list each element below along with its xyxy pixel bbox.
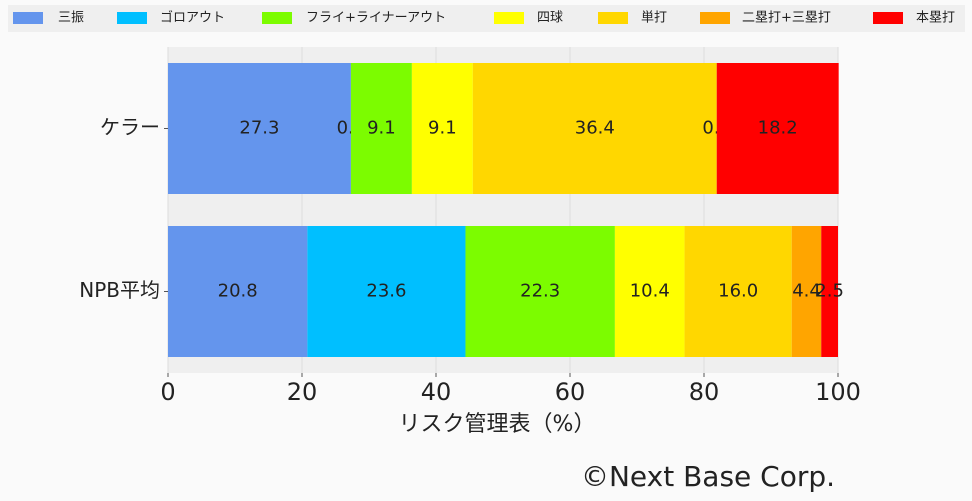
- bar-segment: [684, 226, 792, 357]
- bar-segment: [307, 226, 466, 357]
- value-label: 4.4: [792, 281, 821, 302]
- bar-segment: [350, 63, 412, 194]
- x-tick-label: 0: [160, 378, 175, 406]
- value-label: 22.3: [520, 281, 560, 302]
- bar-segment: [821, 226, 838, 357]
- bar-segment: [472, 63, 717, 194]
- legend-swatch: [117, 12, 147, 24]
- legend-background: [8, 5, 965, 32]
- legend-swatch: [494, 12, 524, 24]
- x-tick-label: 60: [555, 378, 586, 406]
- legend-swatch: [13, 12, 43, 24]
- bar-segment: [614, 226, 685, 357]
- legend-label: 単打: [641, 10, 667, 26]
- y-tick-label: NPB平均: [79, 278, 160, 302]
- value-label: 10.4: [630, 281, 670, 302]
- value-label: 20.8: [218, 281, 258, 302]
- legend-label: 四球: [537, 11, 563, 26]
- x-tick-label: 20: [287, 378, 318, 406]
- legend-swatch: [873, 12, 903, 24]
- credit: ©Next Base Corp.: [581, 460, 835, 493]
- value-label: 18.2: [758, 118, 798, 139]
- value-label: 2.5: [815, 281, 844, 302]
- bar-segment: [411, 63, 473, 194]
- x-tick-label: 80: [689, 378, 720, 406]
- legend-label: 三振: [58, 11, 84, 26]
- bar-segment: [168, 63, 351, 194]
- y-tick-label: ケラー: [100, 115, 160, 139]
- value-label: 36.4: [575, 118, 615, 139]
- legend-swatch: [262, 12, 292, 24]
- legend-swatch: [700, 12, 730, 24]
- bar-segment: [465, 226, 615, 357]
- value-label: 27.3: [239, 118, 279, 139]
- x-tick-label: 40: [421, 378, 452, 406]
- bar-segment: [716, 63, 839, 194]
- legend-label: フライ+ライナーアウト: [306, 11, 446, 26]
- x-tick-label: 100: [815, 378, 861, 406]
- value-label: 16.0: [718, 281, 758, 302]
- legend-label: ゴロアウト: [160, 10, 225, 26]
- value-label: 23.6: [366, 281, 406, 302]
- x-axis-label: リスク管理表（%）: [399, 412, 596, 437]
- bar-segment: [168, 226, 308, 357]
- legend-swatch: [598, 12, 628, 24]
- legend-label: 二塁打+三塁打: [742, 11, 831, 26]
- bar-segment: [791, 226, 822, 357]
- legend-label: 本塁打: [916, 11, 955, 26]
- value-label: 9.1: [428, 118, 457, 139]
- value-label: 9.1: [367, 118, 396, 139]
